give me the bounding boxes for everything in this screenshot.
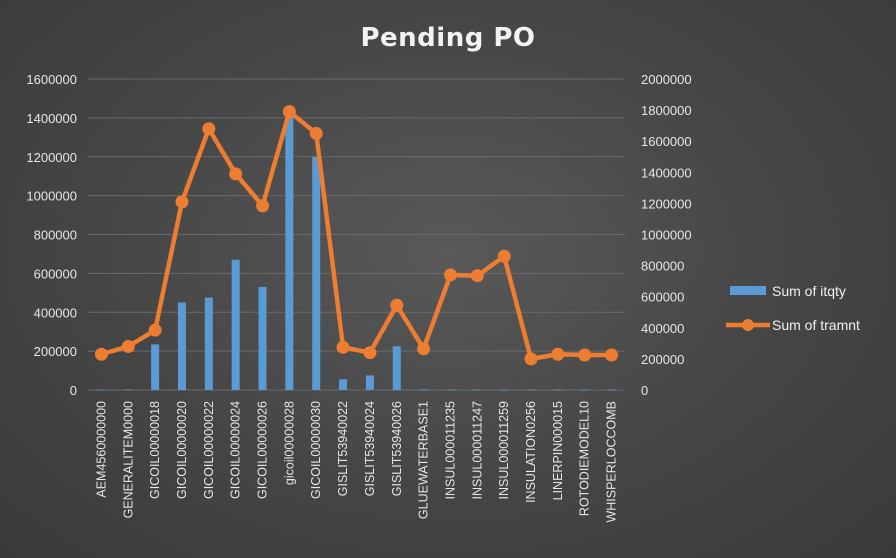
right-tick-label: 400000 bbox=[641, 321, 684, 336]
left-tick-label: 1200000 bbox=[26, 150, 77, 165]
line-point bbox=[256, 199, 270, 213]
category-label: GICOIL00000024 bbox=[229, 401, 243, 499]
line-point bbox=[282, 105, 296, 119]
gridlines bbox=[88, 78, 625, 391]
right-tick-label: 0 bbox=[641, 383, 648, 398]
left-tick-label: 600000 bbox=[34, 266, 77, 281]
bar bbox=[607, 389, 616, 391]
line-path bbox=[100, 109, 612, 362]
line-point bbox=[336, 340, 350, 354]
bar bbox=[500, 389, 509, 391]
legend-label: Sum of tramnt bbox=[772, 317, 860, 333]
left-tick-label: 0 bbox=[70, 383, 77, 398]
left-y-axis: 0 200000 400000 600000 800000 1000000 1200000 1… bbox=[26, 72, 77, 398]
category-label: GISLIT53940024 bbox=[363, 401, 377, 496]
line-point bbox=[148, 323, 162, 337]
left-tick-label: 400000 bbox=[34, 305, 77, 320]
line-point bbox=[363, 346, 377, 360]
legend-line-marker bbox=[742, 319, 754, 331]
line-point bbox=[605, 348, 619, 362]
line-point bbox=[94, 347, 108, 361]
bar bbox=[151, 344, 160, 390]
line-point bbox=[551, 347, 565, 361]
category-label: GICOIL00000030 bbox=[309, 401, 323, 499]
line-point bbox=[121, 339, 135, 353]
category-label: INSULATION0256 bbox=[524, 401, 538, 503]
category-label: GICOIL00000020 bbox=[175, 401, 189, 499]
left-tick-label: 1000000 bbox=[26, 189, 77, 204]
category-label: INSUL000011247 bbox=[470, 401, 484, 500]
category-label: INSUL000011235 bbox=[443, 401, 457, 500]
left-tick-label: 200000 bbox=[34, 344, 77, 359]
bar bbox=[553, 389, 562, 391]
line-point bbox=[470, 269, 484, 283]
bar bbox=[339, 379, 348, 390]
line-point bbox=[524, 352, 538, 366]
bar bbox=[204, 297, 213, 390]
category-label: GLUEWATERBASE1 bbox=[417, 401, 431, 519]
line-point bbox=[309, 126, 323, 140]
category-label: gicoil00000028 bbox=[282, 401, 296, 485]
category-label: WHISPERLOCCOMB bbox=[605, 401, 619, 523]
right-tick-label: 2000000 bbox=[641, 72, 692, 87]
category-label: GICOIL00000026 bbox=[256, 401, 270, 499]
line-point bbox=[578, 348, 592, 362]
legend-bar-swatch bbox=[730, 286, 766, 295]
bar bbox=[446, 389, 455, 391]
line-point bbox=[390, 298, 404, 312]
bar bbox=[312, 156, 321, 390]
legend: Sum of itqty Sum of tramnt bbox=[726, 283, 860, 333]
bar bbox=[580, 389, 589, 391]
left-tick-label: 800000 bbox=[34, 228, 77, 243]
category-label: GICOIL00000022 bbox=[202, 401, 216, 499]
bar bbox=[392, 346, 401, 390]
line-point bbox=[202, 122, 216, 136]
bar bbox=[365, 375, 374, 390]
legend-label: Sum of itqty bbox=[772, 283, 846, 299]
bar bbox=[231, 259, 240, 390]
line-point bbox=[175, 195, 189, 209]
category-label: LINERPIN000015 bbox=[551, 401, 565, 500]
x-axis: AEM4560000000 GENERALITEM0000 GICOIL000000… bbox=[94, 401, 618, 523]
bar bbox=[527, 389, 536, 391]
category-label: GENERALITEM0000 bbox=[121, 401, 135, 518]
line-point bbox=[497, 249, 511, 263]
right-tick-label: 800000 bbox=[641, 259, 684, 274]
left-tick-label: 1400000 bbox=[26, 111, 77, 126]
right-tick-label: 1400000 bbox=[641, 165, 692, 180]
category-label: GISLIT53940026 bbox=[390, 401, 404, 496]
right-tick-label: 1000000 bbox=[641, 228, 692, 243]
chart-title: Pending PO bbox=[360, 23, 535, 53]
right-tick-label: 1600000 bbox=[641, 134, 692, 149]
category-label: GICOIL00000018 bbox=[148, 401, 162, 499]
left-tick-label: 1600000 bbox=[26, 72, 77, 87]
bar bbox=[419, 389, 428, 391]
bar bbox=[473, 389, 482, 391]
category-label: INSUL000011259 bbox=[497, 401, 511, 500]
bar bbox=[97, 389, 106, 391]
line-point bbox=[417, 342, 431, 356]
line-point bbox=[443, 268, 457, 282]
line-point bbox=[229, 167, 243, 181]
bar bbox=[124, 389, 133, 391]
line-series bbox=[94, 105, 619, 366]
bar bbox=[285, 113, 294, 391]
right-tick-label: 600000 bbox=[641, 290, 684, 305]
category-label: ROTODIEMODEL10 bbox=[578, 401, 592, 516]
right-tick-label: 200000 bbox=[641, 352, 684, 367]
bar bbox=[177, 302, 186, 390]
right-y-axis: 0 200000 400000 600000 800000 1000000 1200000 1… bbox=[641, 72, 692, 398]
bar-series bbox=[97, 113, 616, 391]
category-label: GISLIT53940022 bbox=[336, 401, 350, 496]
category-label: AEM4560000000 bbox=[94, 401, 108, 498]
right-tick-label: 1800000 bbox=[641, 103, 692, 118]
right-tick-label: 1200000 bbox=[641, 196, 692, 211]
bar bbox=[258, 286, 267, 390]
